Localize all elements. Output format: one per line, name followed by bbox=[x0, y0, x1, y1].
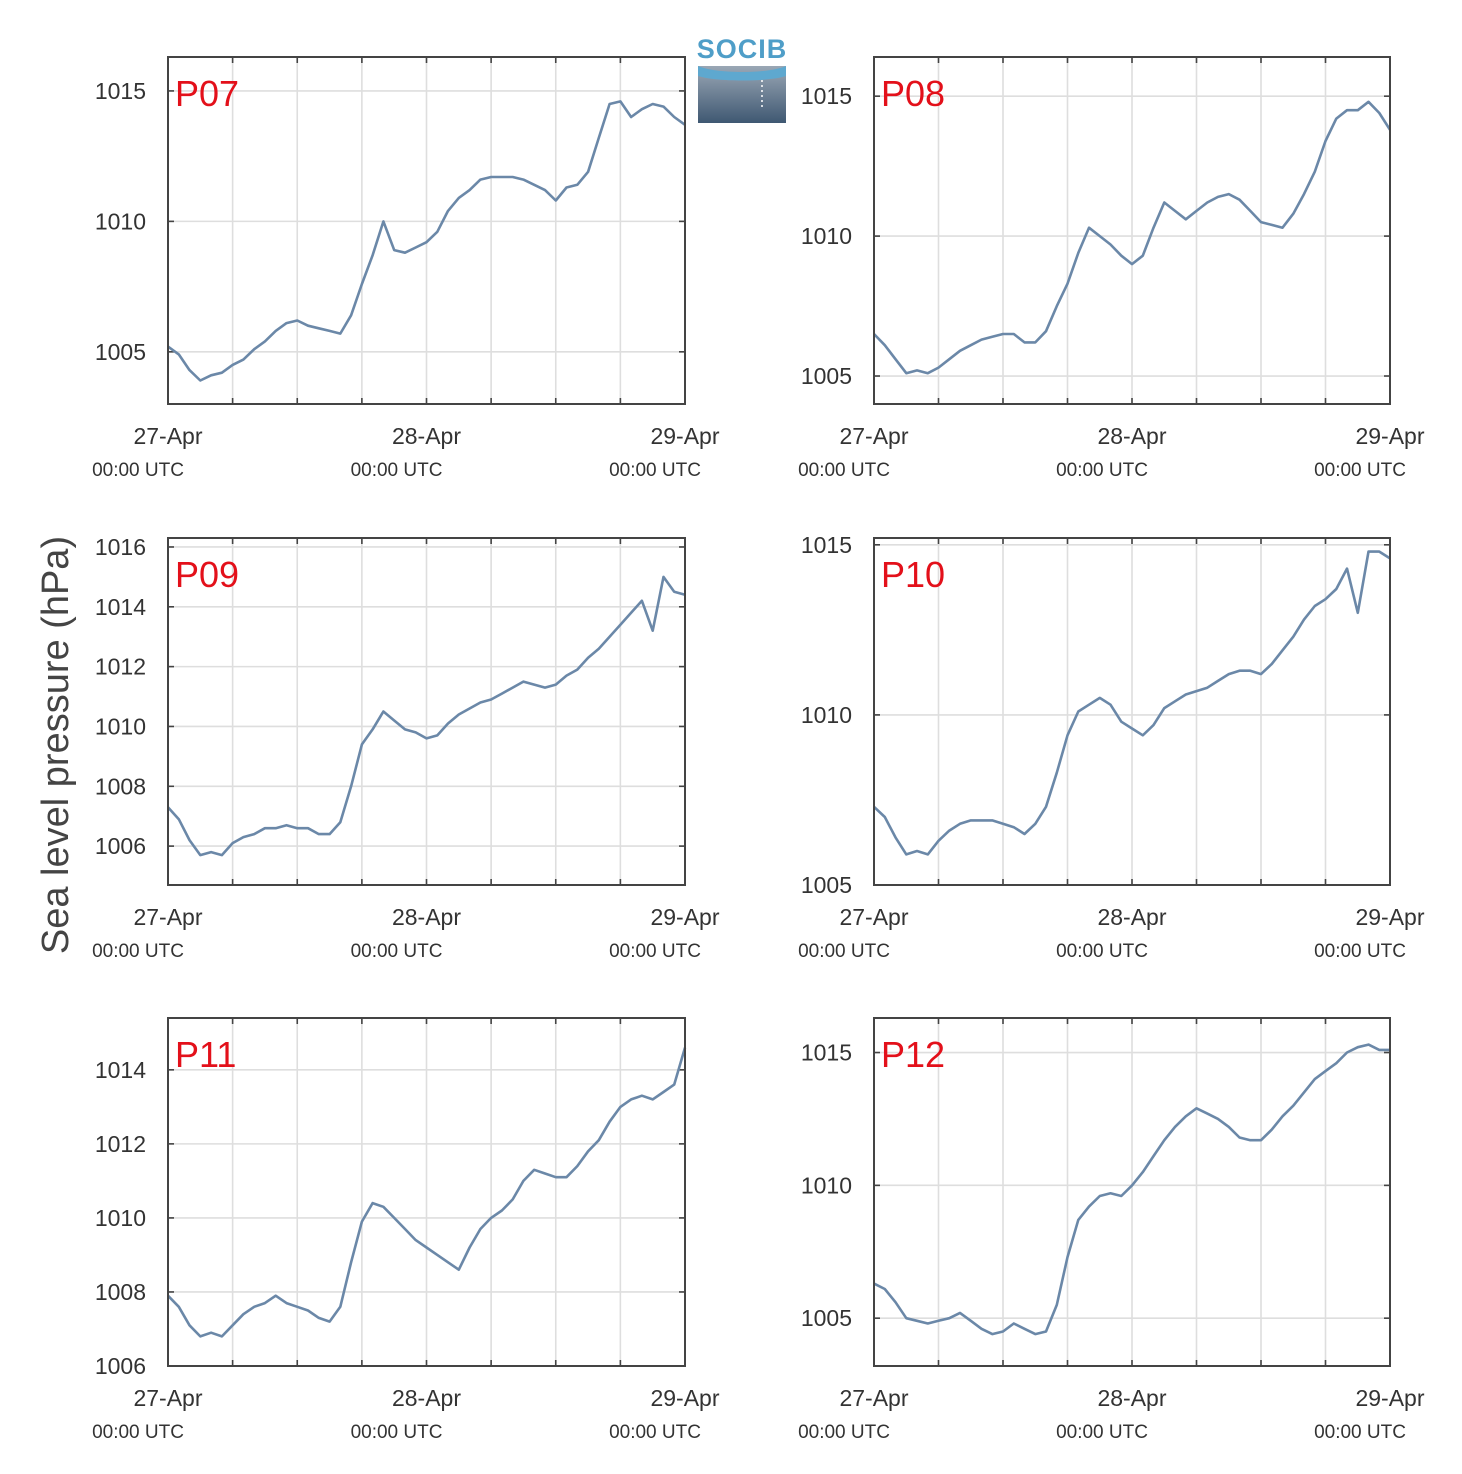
y-tick-label: 1005 bbox=[95, 339, 146, 365]
y-tick-label: 1008 bbox=[95, 1279, 146, 1305]
panel-label: P07 bbox=[175, 73, 239, 114]
x-tick-sublabel: 00:00 UTC bbox=[1314, 460, 1406, 481]
x-tick-sublabel: 00:00 UTC bbox=[609, 1422, 701, 1443]
y-tick-label: 1005 bbox=[801, 1305, 852, 1331]
x-tick-label: 29-Apr bbox=[650, 904, 719, 930]
panel-p08: 1005 1010 1015 27-Apr 00:00 UTC 28-Apr 00:00 U… bbox=[798, 56, 1425, 481]
y-tick-label: 1012 bbox=[95, 654, 146, 680]
panel-label: P09 bbox=[175, 554, 239, 595]
y-tick-label: 1010 bbox=[801, 223, 852, 249]
series-line bbox=[167, 575, 686, 857]
y-tick-label: 1010 bbox=[801, 702, 852, 728]
logo-wave-top-icon bbox=[698, 66, 786, 81]
y-tick-label: 1010 bbox=[95, 1205, 146, 1231]
y-tick-label: 1010 bbox=[95, 208, 146, 234]
y-tick-label: 1005 bbox=[801, 872, 852, 898]
panel-p12: 1005 1010 1015 27-Apr 00:00 UTC 28-Apr 00:00 U… bbox=[798, 1017, 1425, 1443]
x-tick-label: 28-Apr bbox=[392, 904, 461, 930]
x-tick-label: 27-Apr bbox=[133, 904, 202, 930]
panel-label: P08 bbox=[881, 73, 945, 114]
x-tick-label: 28-Apr bbox=[392, 1385, 461, 1411]
x-tick-label: 27-Apr bbox=[839, 904, 908, 930]
logo-wave-icon bbox=[698, 66, 786, 123]
y-tick-label: 1008 bbox=[95, 773, 146, 799]
x-tick-label: 29-Apr bbox=[1355, 423, 1424, 449]
x-tick-sublabel: 00:00 UTC bbox=[1314, 941, 1406, 962]
x-tick-sublabel: 00:00 UTC bbox=[92, 1422, 184, 1443]
x-tick-label: 28-Apr bbox=[1097, 904, 1166, 930]
x-tick-label: 29-Apr bbox=[1355, 1385, 1424, 1411]
logo-text: SOCIB bbox=[697, 34, 788, 64]
x-tick-sublabel: 00:00 UTC bbox=[351, 1422, 443, 1443]
plot-frame bbox=[167, 56, 686, 405]
y-tick-label: 1006 bbox=[95, 1353, 146, 1379]
y-tick-label: 1006 bbox=[95, 833, 146, 859]
panel-p09: 1006 1008 1010 1012 1014 1016 27-Apr 00:00 UTC 2… bbox=[92, 534, 720, 962]
x-tick-sublabel: 00:00 UTC bbox=[351, 941, 443, 962]
y-tick-label: 1014 bbox=[95, 1057, 146, 1083]
series-line bbox=[873, 100, 1392, 375]
x-tick-sublabel: 00:00 UTC bbox=[92, 460, 184, 481]
y-tick-label: 1015 bbox=[801, 532, 852, 558]
x-tick-sublabel: 00:00 UTC bbox=[1056, 1422, 1148, 1443]
x-tick-label: 27-Apr bbox=[133, 423, 202, 449]
x-tick-sublabel: 00:00 UTC bbox=[92, 941, 184, 962]
y-tick-label: 1010 bbox=[801, 1172, 852, 1198]
panel-p11: 1006 1008 1010 1012 1014 27-Apr 00:00 UTC 28-Ap… bbox=[92, 1017, 720, 1443]
plot-frame bbox=[873, 56, 1391, 405]
x-tick-label: 28-Apr bbox=[392, 423, 461, 449]
x-tick-sublabel: 00:00 UTC bbox=[1056, 941, 1148, 962]
series-line bbox=[167, 100, 686, 382]
x-tick-sublabel: 00:00 UTC bbox=[1056, 460, 1148, 481]
x-tick-label: 29-Apr bbox=[1355, 904, 1424, 930]
panel-p10: 1005 1010 1015 27-Apr 00:00 UTC 28-Apr 00:00 U… bbox=[798, 532, 1425, 962]
x-tick-sublabel: 00:00 UTC bbox=[1314, 1422, 1406, 1443]
x-tick-label: 29-Apr bbox=[650, 423, 719, 449]
panel-label: P10 bbox=[881, 554, 945, 595]
x-tick-sublabel: 00:00 UTC bbox=[609, 941, 701, 962]
x-tick-label: 28-Apr bbox=[1097, 1385, 1166, 1411]
y-tick-label: 1016 bbox=[95, 534, 146, 560]
y-tick-label: 1010 bbox=[95, 713, 146, 739]
series-line bbox=[873, 1043, 1390, 1336]
x-tick-label: 29-Apr bbox=[650, 1385, 719, 1411]
series-line bbox=[167, 1047, 687, 1338]
x-tick-sublabel: 00:00 UTC bbox=[609, 460, 701, 481]
y-tick-label: 1012 bbox=[95, 1131, 146, 1157]
plot-frame bbox=[167, 1017, 686, 1367]
x-tick-label: 28-Apr bbox=[1097, 423, 1166, 449]
x-tick-label: 27-Apr bbox=[839, 423, 908, 449]
x-tick-sublabel: 00:00 UTC bbox=[351, 460, 443, 481]
series-line bbox=[873, 550, 1391, 856]
x-tick-sublabel: 00:00 UTC bbox=[798, 460, 890, 481]
y-axis-label: Sea level pressure (hPa) bbox=[35, 536, 77, 954]
plot-frame bbox=[873, 1017, 1391, 1367]
plot-frame bbox=[167, 537, 686, 886]
panel-p07: 1005 1010 1015 27-Apr 00:00 UTC 28-Apr 00:00 U… bbox=[92, 56, 720, 481]
plot-frame bbox=[873, 537, 1391, 886]
x-tick-label: 27-Apr bbox=[133, 1385, 202, 1411]
x-tick-sublabel: 00:00 UTC bbox=[798, 941, 890, 962]
panel-label: P12 bbox=[881, 1034, 945, 1075]
y-tick-label: 1015 bbox=[801, 83, 852, 109]
y-tick-label: 1005 bbox=[801, 363, 852, 389]
socib-logo: SOCIB bbox=[697, 34, 788, 123]
x-tick-label: 27-Apr bbox=[839, 1385, 908, 1411]
x-tick-sublabel: 00:00 UTC bbox=[798, 1422, 890, 1443]
y-tick-label: 1014 bbox=[95, 594, 146, 620]
panel-label: P11 bbox=[175, 1034, 236, 1075]
y-tick-label: 1015 bbox=[95, 78, 146, 104]
y-tick-label: 1015 bbox=[801, 1040, 852, 1066]
